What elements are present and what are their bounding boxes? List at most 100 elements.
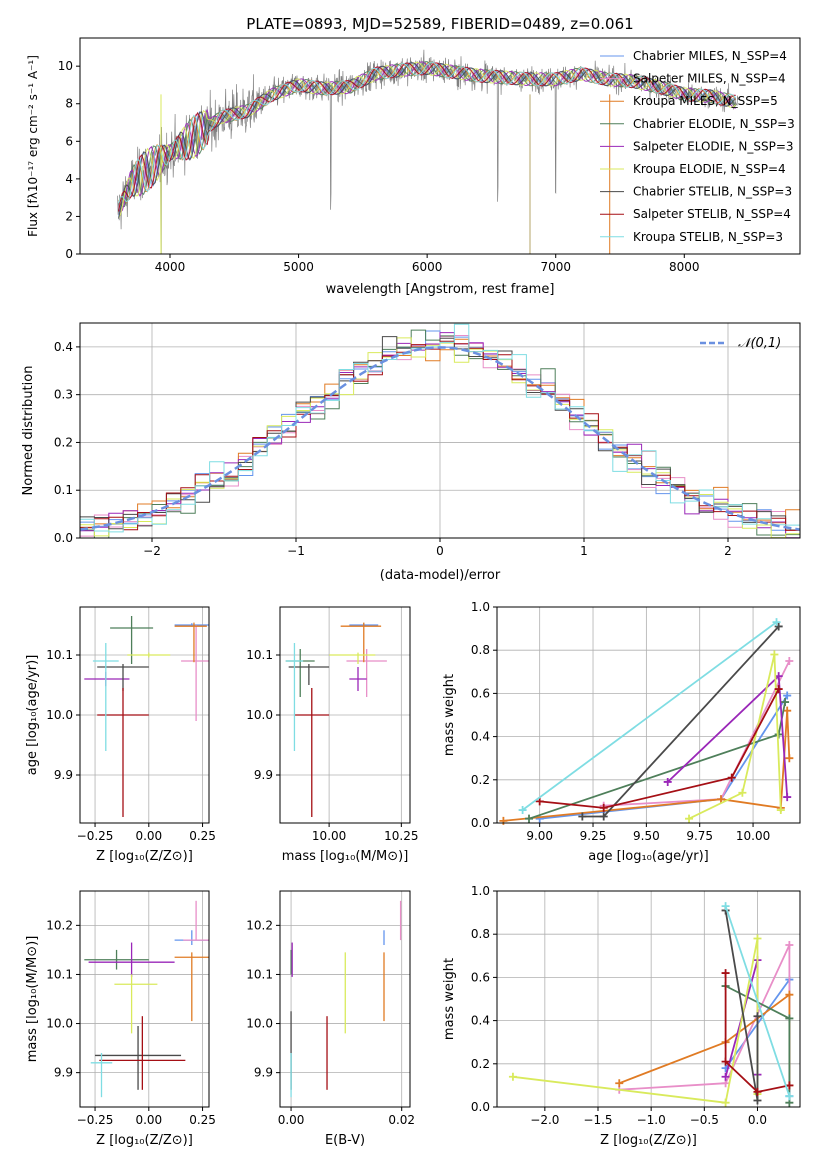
mass-vs-Z-panel: −0.25 0.00 0.25 9.9 10.0 10.1 10.2 Z [log₁₀(Z/Z… bbox=[25, 890, 216, 1148]
y-axis-label: mass weight bbox=[442, 674, 457, 756]
legend-label: Chabrier MILES, N_SSP=4 bbox=[633, 49, 787, 63]
weight-marker-kroupa_elodie bbox=[508, 1072, 517, 1081]
y-tick-label: 0.0 bbox=[471, 1100, 490, 1114]
x-axis-label: Z [log₁₀(Z/Z⊙)] bbox=[600, 1133, 697, 1148]
legend-label: Salpeter ELODIE, N_SSP=3 bbox=[633, 139, 794, 153]
weight-marker-salpeter_miles bbox=[785, 941, 794, 949]
weight-marker-kroupa_elodie bbox=[776, 806, 785, 815]
weight-marker-salpeter_stelib bbox=[727, 773, 736, 782]
weight-line-kroupa_stelib bbox=[724, 905, 791, 1097]
x-axis-label: Z [log₁₀(Z/Z⊙)] bbox=[96, 849, 193, 864]
x-tick-label: 0.00 bbox=[135, 829, 162, 843]
y-tick-label: 10.0 bbox=[246, 708, 273, 722]
x-tick-label: 8000 bbox=[669, 260, 700, 274]
mass-vs-ebv-panel: 0.00 0.02 9.9 10.0 10.1 10.2 E(B-V) bbox=[246, 890, 415, 1148]
model-spectrum-chabrier_stelib bbox=[118, 62, 737, 219]
axes-frame bbox=[79, 37, 801, 255]
y-tick-label: 1.0 bbox=[471, 884, 490, 898]
x-tick-label: −0.25 bbox=[77, 829, 114, 843]
x-tick-label: 0.25 bbox=[189, 829, 216, 843]
y-tick-label: 0.2 bbox=[471, 1057, 490, 1071]
weight-marker-chabrier_elodie bbox=[525, 814, 534, 823]
y-tick-label: 10.1 bbox=[46, 648, 73, 662]
chart-title: PLATE=0893, MJD=52589, FIBERID=0489, z=0… bbox=[246, 15, 633, 33]
weight-marker-salpeter_stelib bbox=[535, 797, 544, 806]
model-spectrum-salpeter_stelib bbox=[118, 62, 736, 212]
y-tick-label: 10.1 bbox=[46, 967, 73, 981]
y-tick-label: 9.9 bbox=[54, 768, 73, 782]
weight-marker-kroupa_miles bbox=[717, 795, 726, 804]
x-tick-label: 0.00 bbox=[278, 1113, 305, 1127]
y-tick-label: 10.2 bbox=[246, 918, 273, 932]
weight-marker-kroupa_miles bbox=[785, 990, 794, 999]
legend-label: Kroupa MILES, N_SSP=5 bbox=[633, 94, 778, 108]
y-axis-label: age [log₁₀(age/yr)] bbox=[25, 655, 40, 776]
y-tick-label: 10.0 bbox=[246, 1017, 273, 1031]
weight-marker-chabrier_elodie bbox=[781, 698, 790, 707]
x-axis-label: wavelength [Angstrom, rest frame] bbox=[326, 282, 555, 297]
weight-marker-kroupa_stelib bbox=[785, 1092, 794, 1101]
x-tick-label: −1.5 bbox=[583, 1113, 612, 1127]
y-tick-label: 9.9 bbox=[254, 1066, 273, 1080]
x-tick-label: 9.50 bbox=[633, 829, 660, 843]
weight-marker-salpeter_elodie bbox=[783, 793, 792, 802]
x-tick-label: 5000 bbox=[283, 260, 314, 274]
weight-marker-chabrier_stelib bbox=[774, 622, 783, 631]
weight-line-salpeter_stelib bbox=[539, 688, 780, 809]
weight-marker-salpeter_stelib bbox=[753, 1087, 762, 1096]
y-tick-label: 10.2 bbox=[46, 918, 73, 932]
y-tick-label: 10.0 bbox=[46, 1017, 73, 1031]
spectrum-panel: 4000 5000 6000 7000 8000 0 2 4 6 8 10 PLATE=0893, M… bbox=[26, 15, 801, 297]
x-tick-label: 0 bbox=[436, 544, 444, 558]
y-tick-label: 0.2 bbox=[471, 773, 490, 787]
x-tick-label: 0.0 bbox=[748, 1113, 767, 1127]
weight-marker-chabrier_stelib bbox=[578, 812, 587, 821]
residuals-panel: −2 −1 0 1 2 0.0 0.1 0.2 0.3 0.4 (data-model)/error… bbox=[21, 322, 801, 583]
weight-vs-Z-panel: −2.0 −1.5 −1.0 −0.5 0.0 0.0 0.2 0.4 0.6 0.8 1.0 Z [… bbox=[442, 884, 801, 1148]
x-tick-label: −1 bbox=[287, 544, 305, 558]
weight-marker-kroupa_stelib bbox=[721, 902, 730, 911]
age-vs-mass-panel: 10.00 10.25 9.9 10.0 10.1 mass [log₁₀(M/M⊙)] bbox=[246, 606, 419, 864]
weight-marker-kroupa_elodie bbox=[685, 814, 694, 823]
weight-marker-kroupa_elodie bbox=[753, 934, 762, 943]
y-tick-label: 10 bbox=[58, 59, 73, 73]
legend-label: Salpeter MILES, N_SSP=4 bbox=[633, 72, 786, 86]
model-spectrum-kroupa_stelib bbox=[118, 61, 737, 203]
x-tick-label: 7000 bbox=[540, 260, 571, 274]
x-tick-label: −2.0 bbox=[530, 1113, 559, 1127]
y-tick-label: 2 bbox=[65, 209, 73, 223]
x-tick-label: 9.25 bbox=[580, 829, 607, 843]
y-tick-label: 10.1 bbox=[246, 648, 273, 662]
y-axis-label: mass [log₁₀(M/M⊙)] bbox=[25, 936, 40, 1063]
y-tick-label: 1.0 bbox=[471, 600, 490, 614]
weight-marker-chabrier_stelib bbox=[753, 1012, 762, 1021]
weight-marker-salpeter_stelib bbox=[599, 803, 608, 812]
y-axis-label: Flux [fλ10⁻¹⁷ erg cm⁻² s⁻¹ A⁻¹] bbox=[26, 55, 40, 237]
x-tick-label: 10.25 bbox=[384, 829, 418, 843]
legend-label: Salpeter STELIB, N_SSP=4 bbox=[633, 207, 791, 221]
weight-marker-chabrier_stelib bbox=[599, 812, 608, 821]
weight-line-kroupa_stelib bbox=[522, 621, 778, 811]
x-tick-label: 6000 bbox=[412, 260, 443, 274]
weight-marker-kroupa_elodie bbox=[770, 650, 779, 659]
x-tick-label: 9.75 bbox=[686, 829, 713, 843]
y-tick-label: 0.6 bbox=[471, 686, 490, 700]
x-tick-label: 10.00 bbox=[736, 829, 770, 843]
weight-marker-chabrier_miles bbox=[783, 691, 792, 700]
legend-label: Chabrier STELIB, N_SSP=3 bbox=[633, 185, 792, 199]
weight-vs-age-panel: 9.00 9.25 9.50 9.75 10.00 0.0 0.2 0.4 0.6 0.8 1.0 a… bbox=[442, 600, 801, 864]
weight-marker-kroupa_stelib bbox=[518, 806, 527, 815]
x-tick-label: −0.5 bbox=[690, 1113, 719, 1127]
y-tick-label: 6 bbox=[65, 134, 73, 148]
x-tick-label: −0.25 bbox=[77, 1113, 114, 1127]
weight-marker-salpeter_elodie bbox=[663, 777, 672, 786]
y-tick-label: 10.0 bbox=[46, 708, 73, 722]
x-tick-label: 4000 bbox=[155, 260, 186, 274]
y-tick-label: 0.8 bbox=[471, 643, 490, 657]
y-tick-label: 0.4 bbox=[54, 340, 73, 354]
y-tick-label: 0.4 bbox=[471, 1014, 490, 1028]
axes-frame bbox=[79, 890, 210, 1108]
y-tick-label: 0.3 bbox=[54, 388, 73, 402]
y-tick-label: 8 bbox=[65, 97, 73, 111]
